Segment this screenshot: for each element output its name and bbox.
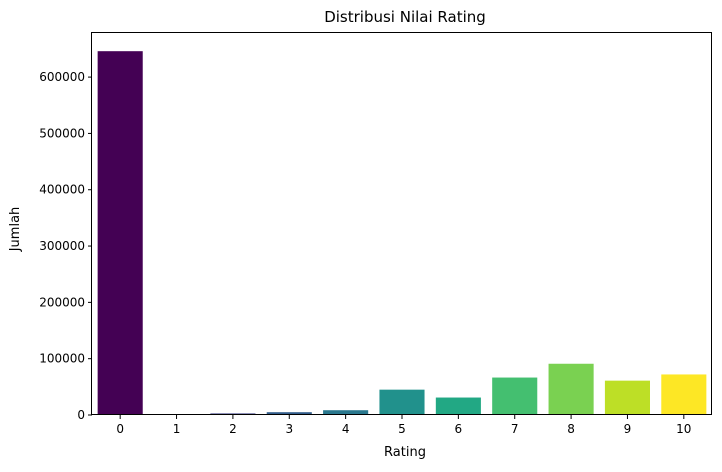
bars-layer <box>97 51 707 415</box>
x-tick-label: 4 <box>342 422 350 436</box>
plot-frame <box>91 32 712 415</box>
x-tick-label: 2 <box>229 422 237 436</box>
bar-rating-7 <box>492 377 538 415</box>
x-tick-label: 8 <box>567 422 575 436</box>
x-tick-label: 10 <box>676 422 691 436</box>
y-tick-label: 600000 <box>39 70 85 84</box>
x-tick-label: 1 <box>173 422 181 436</box>
x-tick-label: 7 <box>511 422 519 436</box>
x-axis: 0 1 2 3 4 5 6 7 8 9 10 <box>116 415 691 436</box>
x-tick-label: 5 <box>398 422 406 436</box>
bar-rating-6 <box>435 397 481 415</box>
y-tick-label: 300000 <box>39 239 85 253</box>
y-tick-label: 100000 <box>39 352 85 366</box>
x-axis-label: Rating <box>384 445 426 460</box>
bar-rating-4 <box>323 410 369 415</box>
x-tick-label: 3 <box>285 422 293 436</box>
bar-rating-10 <box>661 374 707 415</box>
bar-rating-5 <box>379 389 425 415</box>
y-tick-label: 500000 <box>39 126 85 140</box>
y-axis-label: Jumlah <box>8 207 23 253</box>
y-tick-label: 0 <box>77 408 85 422</box>
chart-title: Distribusi Nilai Rating <box>324 8 486 26</box>
bar-rating-3 <box>266 412 312 415</box>
y-tick-label: 200000 <box>39 295 85 309</box>
bar-rating-9 <box>604 380 650 415</box>
y-tick-label: 400000 <box>39 183 85 197</box>
bar-rating-0 <box>97 51 143 415</box>
x-tick-label: 0 <box>116 422 124 436</box>
y-axis: 0 100000 200000 300000 400000 500000 600000 <box>39 70 92 422</box>
bar-rating-8 <box>548 363 594 415</box>
x-tick-label: 6 <box>455 422 463 436</box>
x-tick-label: 9 <box>624 422 632 436</box>
